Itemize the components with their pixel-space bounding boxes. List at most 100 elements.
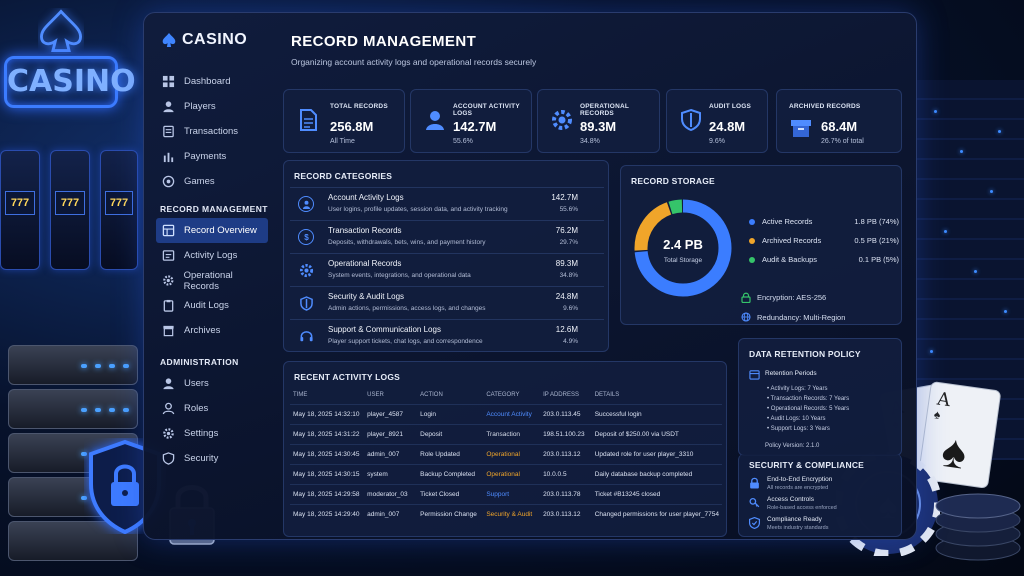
lock-icon bbox=[750, 477, 759, 489]
stat-value: 89.3M bbox=[580, 119, 617, 134]
lock-icon bbox=[741, 292, 751, 303]
shield-icon bbox=[162, 452, 175, 465]
activity-table: TIME USER ACTION CATEGORY IP ADDRESS DET… bbox=[290, 392, 722, 525]
category-row[interactable]: Operational Records System events, integ… bbox=[290, 253, 604, 286]
document-icon bbox=[300, 109, 317, 131]
stat-card-archived-records[interactable]: ARCHIVED RECORDS 68.4M 26.7% of total bbox=[776, 89, 902, 153]
stat-sub: 9.6% bbox=[709, 138, 725, 145]
stat-label: OPERATIONAL RECORDS bbox=[580, 103, 629, 117]
category-cell: Account Activity bbox=[483, 404, 541, 425]
time-cell: May 18, 2025 14:29:40 bbox=[290, 504, 365, 525]
dashboard-icon bbox=[162, 75, 175, 88]
table-row[interactable]: May 18, 2025 14:30:45 admin_007 Role Updat… bbox=[290, 444, 722, 465]
storage-total-label: Total Storage bbox=[664, 257, 703, 264]
table-row[interactable]: May 18, 2025 14:29:40 admin_007 Permission… bbox=[290, 504, 722, 525]
stat-label: ARCHIVED RECORDS bbox=[789, 103, 861, 110]
table-row[interactable]: May 18, 2025 14:29:58 moderator_03 Ticket … bbox=[290, 484, 722, 505]
sidebar-item-label: Roles bbox=[184, 403, 209, 414]
gear-icon bbox=[163, 428, 174, 439]
column-header[interactable]: CATEGORY bbox=[486, 392, 520, 398]
user-cell: admin_007 bbox=[364, 504, 418, 525]
action-cell: Role Updated bbox=[417, 444, 484, 465]
stat-label: AUDIT LOGS bbox=[709, 103, 752, 110]
sidebar-item-operational-records[interactable]: Operational Records bbox=[156, 268, 268, 293]
category-percent: 29.7% bbox=[559, 239, 578, 246]
sidebar-item-transactions[interactable]: Transactions bbox=[156, 119, 268, 144]
sidebar-item-users[interactable]: Users bbox=[156, 371, 268, 396]
stat-label: ACCOUNT ACTIVITY LOGS bbox=[453, 103, 520, 117]
user-icon bbox=[163, 378, 174, 390]
sidebar-item-record-overview[interactable]: Record Overview bbox=[156, 218, 268, 243]
sidebar-item-label: Games bbox=[184, 176, 215, 187]
activity-icon bbox=[162, 250, 175, 261]
stat-card-account-activity[interactable]: ACCOUNT ACTIVITY LOGS 142.7M 55.6% bbox=[410, 89, 532, 153]
table-row[interactable]: May 18, 2025 14:32:10 player_4587 Login Acc… bbox=[290, 404, 722, 425]
time-cell: May 18, 2025 14:31:22 bbox=[290, 424, 365, 445]
dashboard-panel: CASINO Dashboard Players Transactions Pa… bbox=[143, 12, 917, 540]
column-header[interactable]: TIME bbox=[293, 392, 308, 398]
category-cell: Operational bbox=[483, 444, 541, 465]
category-desc: Player support tickets, chat logs, and c… bbox=[328, 338, 483, 345]
column-header[interactable]: IP ADDRESS bbox=[543, 392, 579, 398]
category-cell: Transaction bbox=[483, 424, 541, 445]
sidebar-item-players[interactable]: Players bbox=[156, 94, 268, 119]
sidebar-item-roles[interactable]: Roles bbox=[156, 396, 268, 421]
gear-icon bbox=[298, 262, 314, 278]
server-stack bbox=[8, 345, 138, 575]
dollar-icon: $ bbox=[298, 229, 314, 245]
sidebar-item-label: Payments bbox=[184, 151, 227, 162]
category-row[interactable]: Support & Communication Logs Player supp… bbox=[290, 319, 604, 352]
sidebar-item-games[interactable]: Games bbox=[156, 169, 268, 194]
grid-icon bbox=[162, 224, 175, 237]
key-icon bbox=[749, 497, 760, 508]
stat-sub: 55.6% bbox=[453, 138, 473, 145]
legend-dot bbox=[749, 257, 755, 264]
sidebar-item-label: Players bbox=[184, 101, 216, 112]
casino-neon-sign: CASINO bbox=[4, 56, 136, 108]
stat-card-operational-records[interactable]: OPERATIONAL RECORDS 89.3M 34.8% bbox=[537, 89, 660, 153]
headset-icon bbox=[298, 328, 314, 344]
action-cell: Permission Change bbox=[417, 504, 484, 525]
brand: CASINO bbox=[162, 31, 247, 49]
sidebar-nav: Dashboard Players Transactions Payments … bbox=[156, 69, 268, 471]
stat-card-audit-logs[interactable]: AUDIT LOGS 24.8M 9.6% bbox=[666, 89, 768, 153]
table-row[interactable]: May 18, 2025 14:31:22 player_8921 Deposit T… bbox=[290, 424, 722, 445]
time-cell: May 18, 2025 14:29:58 bbox=[290, 484, 365, 505]
column-header[interactable]: USER bbox=[367, 392, 384, 398]
sidebar-item-settings[interactable]: Settings bbox=[156, 421, 268, 446]
sidebar-item-audit-logs[interactable]: Audit Logs bbox=[156, 293, 268, 318]
sidebar-item-payments[interactable]: Payments bbox=[156, 144, 268, 169]
sidebar-item-label: Audit Logs bbox=[184, 300, 229, 311]
sidebar-item-activity-logs[interactable]: Activity Logs bbox=[156, 243, 268, 268]
category-row[interactable]: $ Transaction Records Deposits, withdraw… bbox=[290, 220, 604, 253]
encryption-info: Encryption: AES-256 bbox=[741, 292, 826, 303]
category-cell: Security & Audit bbox=[483, 504, 541, 525]
shield-icon bbox=[681, 108, 701, 132]
ip-cell: 203.0.113.12 bbox=[540, 444, 592, 465]
category-desc: User logins, profile updates, session da… bbox=[328, 206, 508, 213]
category-row[interactable]: Security & Audit Logs Admin actions, per… bbox=[290, 286, 604, 319]
column-header[interactable]: DETAILS bbox=[594, 392, 620, 398]
sidebar-item-dashboard[interactable]: Dashboard bbox=[156, 69, 268, 94]
user-cell: admin_007 bbox=[364, 444, 418, 465]
sidebar-item-security[interactable]: Security bbox=[156, 446, 268, 471]
stat-value: 68.4M bbox=[821, 119, 858, 134]
policy-version: Policy Version: 2.1.0 bbox=[765, 443, 820, 449]
time-cell: May 18, 2025 14:30:45 bbox=[290, 444, 365, 465]
category-row[interactable]: Account Activity Logs User logins, profi… bbox=[290, 187, 604, 220]
ip-cell: 203.0.113.78 bbox=[540, 484, 592, 505]
donut-segment-1[interactable] bbox=[634, 199, 732, 297]
category-cell: Support bbox=[483, 484, 541, 505]
storage-total: 2.4 PB bbox=[663, 237, 703, 252]
storage-donut-chart: 2.4 PB Total Storage bbox=[634, 199, 732, 297]
table-row[interactable]: May 18, 2025 14:30:15 system Backup Comple… bbox=[290, 464, 722, 485]
donut-segment-0[interactable] bbox=[634, 199, 732, 297]
svg-text:$: $ bbox=[304, 233, 309, 242]
legend-value: 0.1 PB (5%) bbox=[858, 255, 899, 264]
stat-value: 142.7M bbox=[453, 119, 497, 134]
column-header[interactable]: ACTION bbox=[420, 392, 443, 398]
redundancy-info: Redundancy: Multi-Region bbox=[741, 312, 845, 322]
sidebar-item-archives[interactable]: Archives bbox=[156, 318, 268, 343]
slot-machine: 777 bbox=[0, 150, 40, 270]
stat-card-total-records[interactable]: TOTAL RECORDS 256.8M All Time bbox=[283, 89, 405, 153]
